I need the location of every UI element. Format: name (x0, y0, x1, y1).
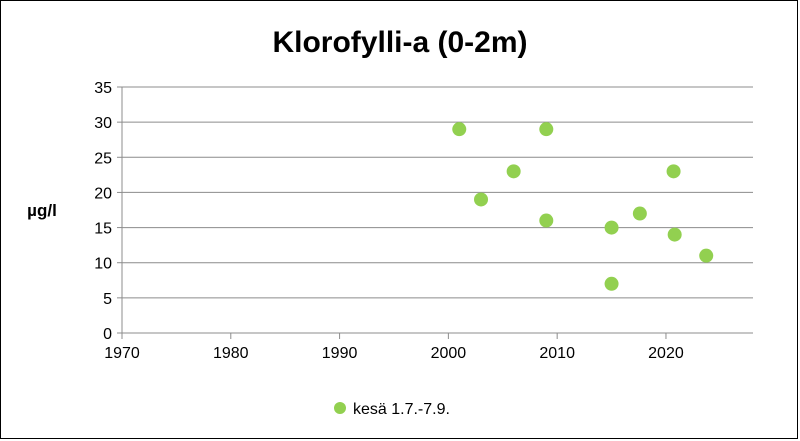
y-tick-labels: 0 5 10 15 20 25 30 35 (94, 80, 112, 343)
gridlines (122, 86, 753, 299)
legend: kesä 1.7.-7.9. (334, 401, 450, 418)
y-tick-label-30: 30 (94, 115, 112, 132)
data-point-0-5 (604, 220, 619, 235)
chart-title: Klorofylli-a (0-2m) (272, 26, 527, 59)
y-tick-label-15: 15 (94, 221, 112, 238)
data-point-0-10 (699, 248, 714, 263)
data-point-0-9 (667, 227, 682, 242)
data-point-0-0 (452, 122, 467, 137)
data-point-0-1 (474, 192, 489, 207)
data-point-0-4 (539, 213, 554, 228)
x-tick-label-1970: 1970 (104, 345, 140, 362)
legend-label: kesä 1.7.-7.9. (353, 401, 450, 418)
y-tick-label-35: 35 (94, 80, 112, 97)
x-tick-label-1990: 1990 (322, 345, 358, 362)
axes (117, 86, 753, 339)
data-point-0-2 (506, 164, 521, 179)
x-tick-label-2010: 2010 (539, 345, 575, 362)
data-point-0-6 (604, 276, 619, 291)
x-tick-label-2020: 2020 (648, 345, 684, 362)
y-tick-label-0: 0 (103, 326, 112, 343)
data-point-0-8 (666, 164, 681, 179)
y-axis-label: µg/l (27, 201, 57, 220)
x-tick-labels: 1970 1980 1990 2000 2010 2020 (104, 345, 684, 362)
data-point-0-3 (539, 122, 554, 137)
y-tick-label-10: 10 (94, 256, 112, 273)
legend-marker (334, 402, 346, 414)
x-tick-label-1980: 1980 (213, 345, 249, 362)
data-points (452, 122, 714, 291)
y-tick-label-20: 20 (94, 185, 112, 202)
y-tick-label-25: 25 (94, 150, 112, 167)
y-tick-label-5: 5 (103, 291, 112, 308)
data-point-0-7 (632, 206, 647, 221)
x-tick-label-2000: 2000 (431, 345, 467, 362)
